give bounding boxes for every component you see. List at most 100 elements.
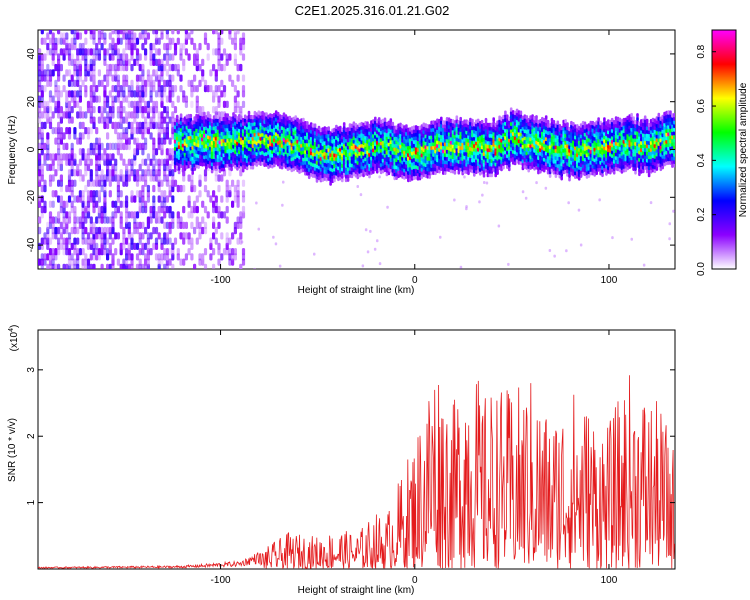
- heatmap-cell: [181, 125, 185, 130]
- heatmap-cell: [399, 144, 402, 149]
- heatmap-cell: [251, 147, 255, 152]
- heatmap-cell: [239, 37, 243, 45]
- heatmap-cell: [278, 114, 282, 119]
- heatmap-cell: [570, 120, 573, 126]
- heatmap-cell: [198, 179, 202, 187]
- heatmap-cell: [233, 85, 237, 93]
- heatmap-cell: [403, 164, 406, 170]
- heatmap-cell: [372, 144, 375, 149]
- heatmap-cell: [228, 53, 232, 61]
- heatmap-cell: [307, 167, 311, 172]
- heatmap-cell: [509, 154, 513, 159]
- heatmap-cell: [321, 163, 325, 168]
- heatmap-cell: [486, 147, 490, 153]
- heatmap-cell: [125, 32, 129, 40]
- heatmap-cell: [225, 179, 229, 187]
- heatmap-cell: [130, 37, 134, 45]
- heatmap-cell: [214, 69, 218, 77]
- heatmap-cell: [589, 131, 593, 136]
- heatmap-cell: [154, 158, 159, 166]
- heatmap-cell: [432, 156, 435, 161]
- heatmap-cell: [344, 138, 348, 143]
- heatmap-cell: [339, 147, 342, 152]
- heatmap-cell: [284, 157, 288, 162]
- heatmap-cell: [265, 151, 268, 156]
- heatmap-cell: [127, 221, 131, 229]
- heatmap-cell: [486, 154, 490, 160]
- heatmap-cell: [177, 130, 181, 135]
- heatmap-cell: [533, 119, 536, 124]
- heatmap-cell: [408, 130, 412, 136]
- heatmap-cell: [125, 74, 129, 82]
- heatmap-cell: [506, 164, 509, 169]
- heatmap-cell: [122, 90, 126, 98]
- heatmap-cell: [403, 168, 406, 173]
- heatmap-cell: [176, 37, 180, 45]
- heatmap-cell: [239, 211, 243, 219]
- heatmap-cell: [570, 142, 573, 147]
- heatmap-cell: [224, 163, 227, 168]
- heatmap-cell: [135, 211, 140, 219]
- heatmap-cell: [67, 42, 72, 51]
- heatmap-cell: [529, 118, 532, 124]
- heatmap-cell: [228, 169, 232, 177]
- heatmap-cell: [187, 117, 191, 122]
- heatmap-cell: [78, 248, 82, 256]
- heatmap-cell: [231, 200, 235, 208]
- heatmap-cell: [463, 162, 466, 167]
- heatmap-cell: [65, 42, 69, 51]
- heatmap-cell: [108, 42, 112, 51]
- heatmap-cell: [399, 147, 402, 153]
- heatmap-cell: [482, 155, 486, 160]
- heatmap-cell: [500, 131, 503, 136]
- heatmap-cell: [84, 237, 88, 245]
- heatmap-cell: [436, 136, 439, 141]
- heatmap-cell: [381, 118, 385, 124]
- heatmap-cell: [59, 174, 63, 182]
- heatmap-cell: [284, 135, 288, 141]
- heatmap-cell: [544, 115, 548, 120]
- heatmap-cell: [574, 149, 577, 154]
- heatmap-cell: [321, 159, 325, 164]
- heatmap-cell: [523, 121, 527, 126]
- heatmap-cell: [395, 146, 398, 152]
- heatmap-cell: [440, 148, 443, 154]
- heatmap-cell: [190, 79, 194, 87]
- heatmap-cell: [459, 163, 462, 168]
- heatmap-cell: [201, 147, 204, 153]
- heatmap-cell: [206, 211, 210, 219]
- heatmap-cell: [366, 132, 369, 137]
- heatmap-cell: [399, 158, 402, 163]
- heatmap-cell: [205, 118, 208, 124]
- heatmap-cell: [191, 152, 194, 157]
- heatmap-cell: [315, 171, 319, 176]
- heatmap-cell: [537, 127, 540, 132]
- heatmap-cell: [54, 226, 58, 235]
- heatmap-cell: [459, 149, 462, 154]
- heatmap-cell: [426, 152, 429, 158]
- heatmap-cell: [54, 137, 58, 145]
- heatmap-cell: [523, 135, 527, 141]
- heatmap-cell: [141, 184, 145, 193]
- heatmap-cell: [168, 221, 172, 229]
- heatmap-cell: [46, 42, 50, 51]
- heatmap-cell: [241, 161, 245, 166]
- heatmap-cell: [81, 111, 85, 119]
- heatmap-cell: [408, 166, 412, 172]
- heatmap-cell: [95, 216, 99, 224]
- heatmap-cell: [552, 141, 556, 146]
- heatmap-cell: [389, 139, 393, 145]
- heatmap-cell: [59, 153, 63, 161]
- heatmap-cell: [78, 85, 82, 93]
- heatmap-cell: [412, 132, 416, 137]
- heatmap-cell: [135, 37, 140, 45]
- heatmap-cell: [422, 151, 426, 156]
- heatmap-cell: [265, 137, 268, 142]
- heatmap-cell: [138, 85, 142, 93]
- heatmap-cell: [381, 140, 385, 145]
- heatmap-cell: [519, 132, 523, 137]
- heatmap-cell: [195, 138, 198, 144]
- heatmap-cell: [81, 248, 85, 256]
- heatmap-cell: [119, 263, 123, 269]
- heatmap-cell: [97, 37, 101, 45]
